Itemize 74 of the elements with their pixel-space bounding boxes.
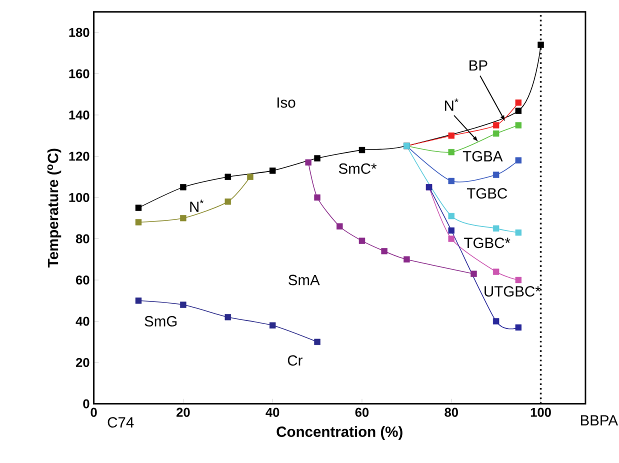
point [515,99,522,106]
point [358,146,366,154]
point [180,215,186,222]
text: C74 [108,417,134,428]
point [224,198,231,205]
x-tick-label: 80 [444,408,458,417]
point [492,268,500,275]
point [448,132,454,139]
point [492,122,500,128]
point [492,130,500,137]
point [538,42,544,48]
point [515,324,522,331]
point [135,219,142,226]
point [180,302,186,308]
point [448,236,454,242]
annotation: N$^{*}$ [445,98,458,111]
annotation: TGBC [466,188,508,199]
point [448,212,454,220]
annotation: BP [470,60,488,71]
point [135,298,142,304]
text: BBPA [580,415,618,426]
y-tick-label: 180 [69,28,90,37]
x-tick-label: 100 [530,408,551,417]
x-tick-label: 40 [266,408,280,417]
point [305,159,312,166]
point [448,227,454,234]
x-tick-label: 0 [90,408,97,417]
point [470,270,477,277]
point [336,223,343,230]
annotation: SmA [288,274,320,286]
point [358,238,366,244]
x-axis-title: Concentration (%) [276,426,402,440]
point [314,194,320,201]
y-tick-label: 80 [76,234,90,244]
point [515,157,522,164]
y-tick-label: 20 [76,358,90,368]
point [492,225,500,232]
y-tick-label: 60 [76,275,90,285]
y-axis-title: Temperature ($^{o}$C) [47,148,62,268]
point [448,148,454,156]
point [492,318,500,324]
annotation: N$^{*}$ [190,200,204,212]
point [224,314,231,320]
point [381,248,388,254]
point [247,174,254,180]
y-tick-label: 0 [83,399,90,408]
annotation: SmG [144,316,177,326]
annotation: Cr [288,355,302,366]
annotation: Iso [278,97,296,108]
point [224,174,231,180]
y-tick-label: 120 [69,152,90,161]
point [314,155,320,162]
y-tick-label: 40 [76,316,90,326]
point [269,168,276,174]
annotation: TGBA [462,151,503,162]
y-tick-label: 100 [69,192,90,202]
point [448,178,454,184]
x-tick-label: 60 [355,408,369,417]
point [492,172,500,178]
x-tick-label: 20 [176,408,190,417]
annotation: UTGBC* [484,286,541,297]
point [180,184,186,190]
point [314,338,320,345]
y-tick-label: 160 [69,69,90,78]
point [515,229,522,236]
annotation: SmC* [338,163,377,174]
point [269,322,276,328]
y-tick-label: 140 [69,110,90,120]
point [404,256,410,262]
point [135,204,142,211]
annotation: TGBC* [464,238,510,248]
point [515,122,522,128]
point [515,276,522,284]
point [515,108,522,114]
